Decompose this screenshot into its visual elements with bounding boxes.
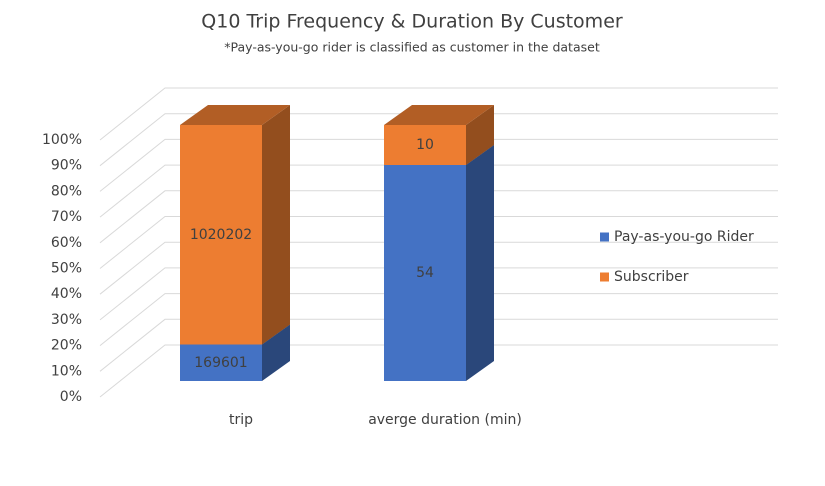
grid-line (99, 190, 778, 244)
bar-front (384, 165, 466, 381)
bar-front (180, 344, 262, 381)
bar-top (180, 105, 290, 125)
bar-top (384, 105, 494, 125)
y-tick-label: 80% (51, 183, 82, 199)
y-tick-label: 90% (51, 158, 82, 174)
grid-line (99, 318, 778, 372)
y-tick-label: 100% (42, 132, 82, 148)
grid-line (99, 164, 778, 218)
grid-line (99, 216, 778, 269)
data-label: 54 (416, 265, 434, 281)
legend-label: Pay-as-you-go Rider (614, 229, 754, 245)
grid-line (99, 293, 778, 346)
data-label: 1020202 (190, 227, 252, 243)
bar-side (262, 324, 290, 381)
y-tick-label: 30% (51, 312, 82, 328)
x-tick-label: trip (229, 412, 253, 428)
y-tick-label: 70% (51, 209, 82, 225)
y-tick-label: 20% (51, 338, 82, 354)
legend-swatch (600, 272, 609, 282)
grid-line (99, 344, 778, 398)
y-tick-label: 0% (60, 389, 82, 405)
bar-side (466, 145, 494, 381)
chart-title: Q10 Trip Frequency & Duration By Custome… (201, 11, 623, 33)
legend-swatch (600, 232, 609, 242)
chart-subtitle: *Pay-as-you-go rider is classified as cu… (224, 40, 600, 55)
bar-front (384, 125, 466, 165)
y-tick-label: 60% (51, 235, 82, 251)
y-tick-label: 50% (51, 261, 82, 277)
grid-line (99, 138, 778, 192)
grid-line (99, 241, 778, 295)
data-label: 169601 (194, 355, 247, 371)
grid-line (99, 267, 778, 321)
y-tick-label: 10% (51, 363, 82, 379)
grid-line (99, 87, 778, 141)
legend-label: Subscriber (614, 269, 689, 285)
x-tick-label: averge duration (min) (368, 412, 522, 428)
y-tick-label: 40% (51, 286, 82, 302)
data-label: 10 (416, 137, 434, 153)
bar-side (262, 105, 290, 345)
grid-line (99, 113, 778, 167)
bar-front (180, 125, 262, 345)
